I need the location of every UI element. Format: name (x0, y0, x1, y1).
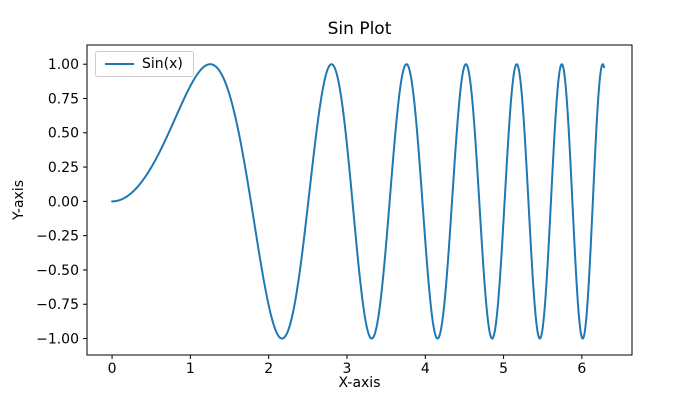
y-tick-label: −0.25 (36, 229, 79, 245)
y-tick-label: −0.50 (36, 263, 79, 279)
legend: Sin(x) (95, 51, 194, 77)
x-tick-label: 2 (264, 361, 273, 377)
axes-frame (86, 44, 633, 356)
y-tick-label: 0.50 (48, 126, 79, 142)
x-tick-label: 6 (577, 361, 586, 377)
y-tick-label: −0.75 (36, 297, 79, 313)
y-axis-label: Y-axis (11, 180, 27, 220)
x-axis-label: X-axis (338, 375, 381, 391)
y-tick-label: 0.00 (48, 194, 79, 210)
legend-line-sample (105, 63, 134, 65)
y-tick-label: 0.25 (48, 160, 79, 176)
x-tick-label: 0 (108, 361, 117, 377)
y-tick-label: 0.75 (48, 91, 79, 107)
x-tick-label: 1 (186, 361, 195, 377)
x-tick-label: 3 (343, 361, 352, 377)
x-tick-label: 5 (499, 361, 508, 377)
x-tick-label: 4 (421, 361, 430, 377)
legend-label: Sin(x) (142, 56, 183, 72)
y-tick-label: −1.00 (36, 331, 79, 347)
series-line (111, 63, 606, 340)
chart-title: Sin Plot (327, 19, 392, 39)
y-tick-label: 1.00 (48, 57, 79, 73)
